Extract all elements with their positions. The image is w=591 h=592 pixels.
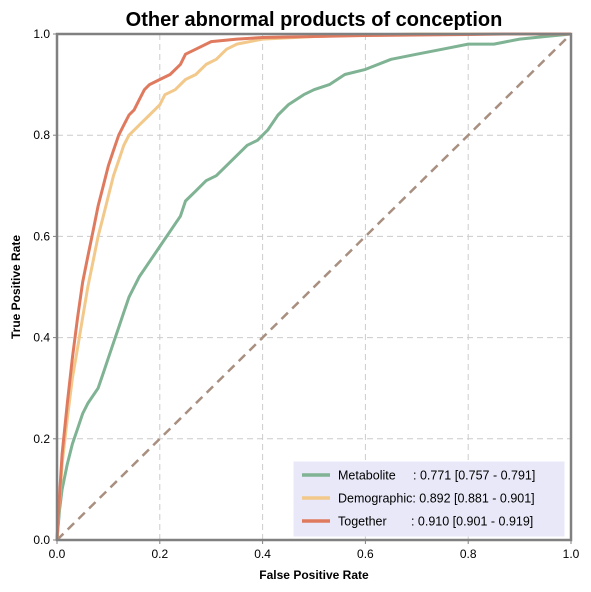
plot-frame bbox=[55, 32, 573, 542]
y-tick-label-1: 0.2 bbox=[33, 432, 50, 446]
roc-curves bbox=[55, 32, 572, 541]
x-axis-ticks: 0.0 0.2 0.4 0.6 0.8 1.0 bbox=[49, 540, 580, 561]
y-tick-label-5: 1.0 bbox=[33, 27, 50, 41]
x-tick-label-4: 0.8 bbox=[460, 547, 477, 561]
x-tick-label-3: 0.6 bbox=[357, 547, 374, 561]
x-tick-label-2: 0.4 bbox=[254, 547, 271, 561]
y-tick-label-3: 0.6 bbox=[33, 229, 50, 243]
reference-line bbox=[56, 33, 572, 541]
legend-entry-2: Together : 0.910 [0.901 - 0.919] bbox=[338, 515, 533, 529]
roc-curve-1 bbox=[55, 32, 571, 541]
y-axis-label: True Positive Rate bbox=[9, 235, 23, 339]
y-tick-label-4: 0.8 bbox=[33, 128, 50, 142]
legend: Metabolite : 0.771 [0.757 - 0.791] Demogr… bbox=[293, 461, 565, 537]
y-axis-ticks: 0.0 0.2 0.4 0.6 0.8 1.0 bbox=[33, 27, 57, 547]
x-axis-label: False Positive Rate bbox=[259, 568, 369, 582]
legend-entry-1: Demographic: 0.892 [0.881 - 0.901] bbox=[338, 492, 535, 506]
x-tick-label-1: 0.2 bbox=[151, 547, 168, 561]
x-tick-label-5: 1.0 bbox=[563, 547, 580, 561]
legend-box bbox=[293, 461, 565, 537]
y-tick-label-0: 0.0 bbox=[33, 533, 50, 547]
chart-title: Other abnormal products of conception bbox=[126, 9, 503, 31]
x-tick-label-0: 0.0 bbox=[49, 547, 66, 561]
roc-curve-2 bbox=[55, 32, 571, 541]
y-tick-label-2: 0.4 bbox=[33, 331, 50, 345]
roc-curve-0 bbox=[55, 32, 572, 541]
reference-diagonal bbox=[56, 33, 572, 541]
legend-entry-0: Metabolite : 0.771 [0.757 - 0.791] bbox=[338, 469, 535, 483]
